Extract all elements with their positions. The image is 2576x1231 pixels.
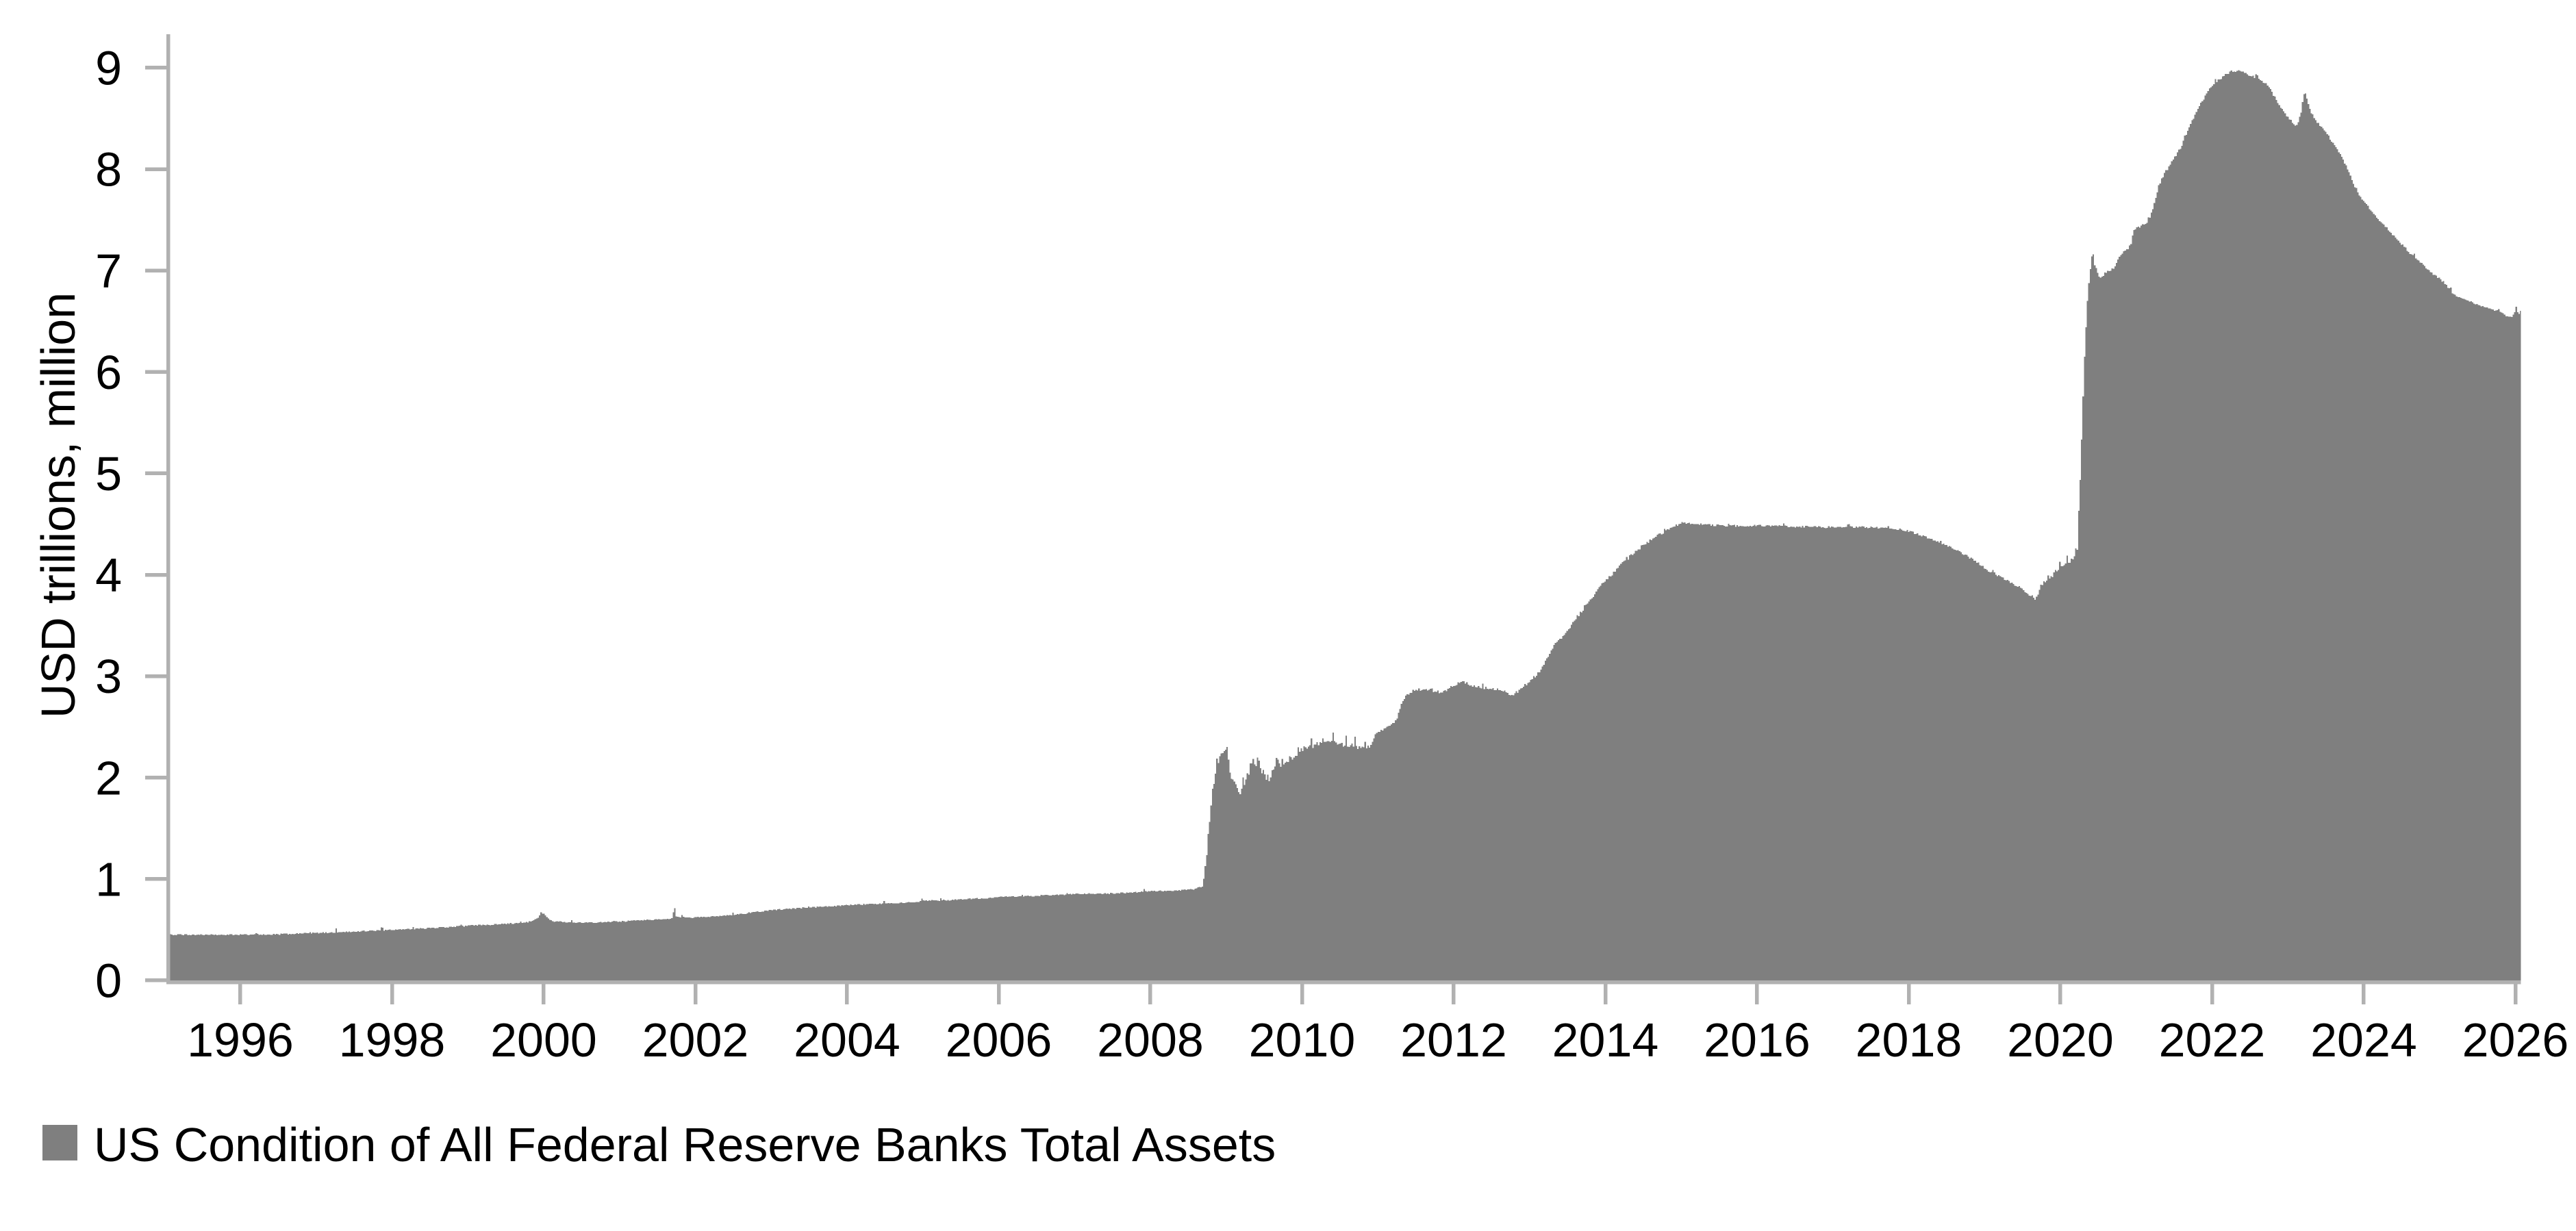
svg-text:2016: 2016 xyxy=(1704,1013,1810,1067)
svg-text:2000: 2000 xyxy=(490,1013,597,1067)
svg-text:2026: 2026 xyxy=(2462,1013,2569,1067)
svg-text:1: 1 xyxy=(95,852,122,906)
svg-text:6: 6 xyxy=(95,346,122,399)
svg-text:2004: 2004 xyxy=(794,1013,900,1067)
svg-text:2018: 2018 xyxy=(1856,1013,1962,1067)
svg-text:4: 4 xyxy=(95,548,122,602)
svg-text:2012: 2012 xyxy=(1400,1013,1507,1067)
svg-text:5: 5 xyxy=(95,447,122,500)
svg-text:2014: 2014 xyxy=(1552,1013,1659,1067)
svg-text:1998: 1998 xyxy=(339,1013,446,1067)
svg-text:2022: 2022 xyxy=(2159,1013,2266,1067)
svg-text:US Condition of All Federal Re: US Condition of All Federal Reserve Bank… xyxy=(94,1118,1276,1171)
svg-text:2002: 2002 xyxy=(642,1013,749,1067)
svg-text:0: 0 xyxy=(95,954,122,1008)
svg-text:2024: 2024 xyxy=(2310,1013,2417,1067)
svg-text:7: 7 xyxy=(95,244,122,298)
svg-text:1996: 1996 xyxy=(187,1013,294,1067)
svg-text:8: 8 xyxy=(95,143,122,196)
svg-text:9: 9 xyxy=(95,41,122,94)
svg-text:2: 2 xyxy=(95,751,122,804)
svg-text:3: 3 xyxy=(95,650,122,703)
svg-text:USD trillions, million: USD trillions, million xyxy=(31,292,85,718)
svg-text:2010: 2010 xyxy=(1249,1013,1356,1067)
svg-text:2008: 2008 xyxy=(1097,1013,1204,1067)
svg-text:2020: 2020 xyxy=(2007,1013,2114,1067)
svg-text:2006: 2006 xyxy=(946,1013,1052,1067)
